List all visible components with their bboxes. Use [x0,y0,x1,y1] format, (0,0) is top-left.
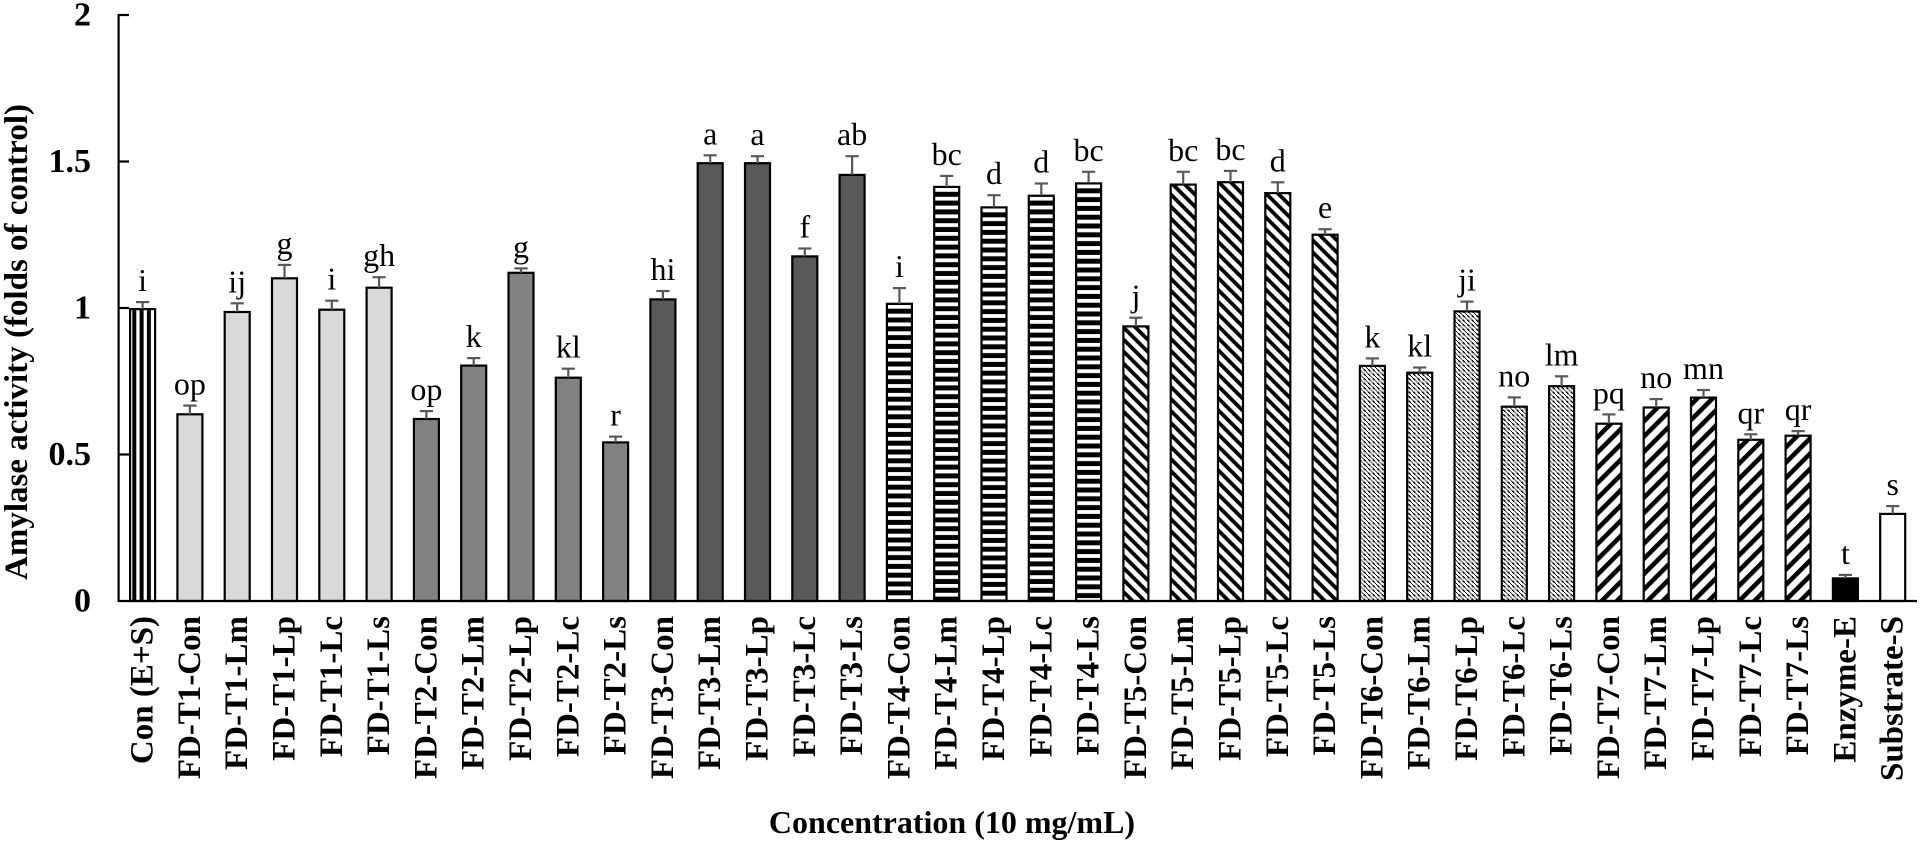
svg-text:FD-T4-Lc: FD-T4-Lc [1023,616,1059,757]
svg-text:FD-T6-Lp: FD-T6-Lp [1449,616,1485,761]
svg-text:op: op [174,366,206,402]
svg-text:FD-T7-Con: FD-T7-Con [1591,616,1627,779]
svg-text:d: d [1270,142,1286,178]
svg-text:FD-T1-Lc: FD-T1-Lc [314,616,350,757]
svg-text:FD-T2-Lp: FD-T2-Lp [503,616,539,761]
svg-text:f: f [799,209,810,245]
svg-text:mn: mn [1683,350,1724,386]
svg-text:r: r [610,397,621,433]
svg-text:Con (E+S): Con (E+S) [125,616,161,764]
svg-text:1: 1 [74,290,91,327]
svg-text:d: d [986,155,1002,191]
svg-text:no: no [1640,359,1672,395]
svg-text:FD-T2-Con: FD-T2-Con [408,616,444,779]
svg-text:s: s [1886,466,1898,502]
svg-text:FD-T1-Con: FD-T1-Con [172,616,208,779]
svg-text:e: e [1318,189,1332,225]
svg-text:FD-T3-Ls: FD-T3-Ls [834,616,870,755]
svg-text:FD-T1-Lp: FD-T1-Lp [267,616,303,761]
svg-text:FD-T6-Ls: FD-T6-Ls [1544,616,1580,755]
svg-text:FD-T6-Con: FD-T6-Con [1354,616,1390,779]
svg-text:0: 0 [74,583,91,620]
svg-text:FD-T1-Lm: FD-T1-Lm [219,616,255,770]
svg-text:FD-T2-Ls: FD-T2-Ls [598,616,634,755]
svg-text:Concentration (10 mg/mL): Concentration (10 mg/mL) [769,804,1135,840]
svg-text:j: j [1130,278,1140,314]
svg-text:FD-T2-Lc: FD-T2-Lc [550,616,586,757]
svg-text:FD-T7-Lc: FD-T7-Lc [1733,616,1769,757]
svg-text:FD-T4-Ls: FD-T4-Ls [1071,616,1107,755]
svg-text:gh: gh [363,237,395,273]
svg-text:no: no [1498,357,1530,393]
svg-text:FD-T5-Con: FD-T5-Con [1118,616,1154,779]
svg-text:FD-T4-Con: FD-T4-Con [881,616,917,779]
svg-text:pq: pq [1593,374,1625,410]
svg-text:FD-T3-Lc: FD-T3-Lc [787,616,823,757]
svg-text:k: k [466,318,482,354]
svg-text:FD-T6-Lc: FD-T6-Lc [1496,616,1532,757]
svg-text:FD-T4-Lm: FD-T4-Lm [929,616,965,770]
svg-text:FD-T4-Lp: FD-T4-Lp [976,616,1012,761]
svg-text:FD-T5-Lm: FD-T5-Lm [1165,616,1201,770]
svg-text:ij: ij [228,263,246,299]
svg-text:lm: lm [1545,336,1579,372]
svg-text:ab: ab [837,116,867,152]
svg-text:i: i [327,261,336,297]
svg-text:FD-T3-Con: FD-T3-Con [645,616,681,779]
svg-text:Amylase activity (folds of con: Amylase activity (folds of control) [0,104,35,580]
svg-text:Enzyme-E: Enzyme-E [1827,616,1863,763]
svg-text:qr: qr [1737,394,1764,430]
svg-text:bc: bc [1168,132,1198,168]
svg-text:bc: bc [932,136,962,172]
svg-text:i: i [138,262,147,298]
svg-text:g: g [513,228,529,264]
svg-text:FD-T7-Lm: FD-T7-Lm [1638,616,1674,770]
svg-text:bc: bc [1215,131,1245,167]
svg-text:FD-T2-Lm: FD-T2-Lm [456,616,492,770]
svg-text:bc: bc [1073,132,1103,168]
svg-text:FD-T5-Lp: FD-T5-Lp [1213,616,1249,761]
svg-text:a: a [750,116,764,152]
svg-text:FD-T5-Lc: FD-T5-Lc [1260,616,1296,757]
svg-text:t: t [1841,535,1850,571]
svg-text:FD-T3-Lp: FD-T3-Lp [740,616,776,761]
svg-text:k: k [1364,318,1380,354]
svg-text:kl: kl [1407,328,1432,364]
svg-text:FD-T6-Lm: FD-T6-Lm [1402,616,1438,770]
svg-text:hi: hi [650,251,675,287]
svg-text:FD-T5-Ls: FD-T5-Ls [1307,616,1343,755]
svg-text:FD-T7-Ls: FD-T7-Ls [1780,616,1816,755]
svg-text:a: a [703,115,717,151]
svg-text:i: i [895,248,904,284]
svg-text:1.5: 1.5 [49,143,92,180]
svg-text:g: g [277,225,293,261]
svg-text:2: 2 [74,0,91,34]
svg-text:Substrate-S: Substrate-S [1875,616,1911,781]
svg-text:FD-T1-Ls: FD-T1-Ls [361,616,397,755]
svg-text:op: op [410,371,442,407]
svg-text:d: d [1033,144,1049,180]
svg-text:qr: qr [1785,391,1812,427]
svg-text:ji: ji [1457,262,1476,298]
svg-text:kl: kl [556,329,581,365]
svg-text:0.5: 0.5 [49,436,92,473]
svg-text:FD-T3-Lm: FD-T3-Lm [692,616,728,770]
svg-text:FD-T7-Lp: FD-T7-Lp [1686,616,1722,761]
